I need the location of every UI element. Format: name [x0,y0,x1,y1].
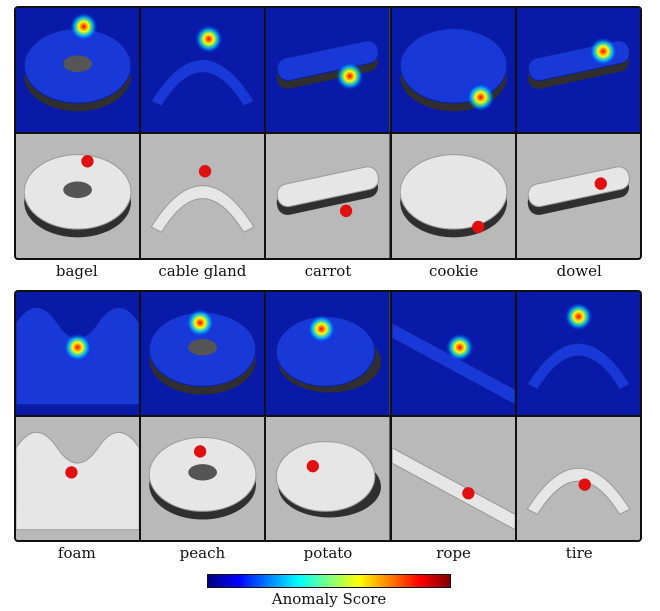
bottom-panel [14,290,642,542]
top-labels: bagel cable gland carrot cookie dowel [14,262,642,280]
anomaly-heatmap-image [16,8,140,132]
object-label: carrot [304,262,352,280]
object-label: peach [179,544,226,562]
point-cloud-render-image [141,417,265,540]
object-label: rope [436,544,471,562]
point-cloud-render-image [266,134,390,258]
object-label: bagel [55,262,98,280]
anomaly-heatmap-image [516,8,640,132]
point-cloud-render-image [16,134,140,258]
object-label: tire [565,544,593,562]
object-label: dowel [556,262,602,280]
colorbar-label: Anomaly Score [271,590,387,608]
anomaly-heatmap-image [266,8,390,132]
point-cloud-render-image [16,417,140,540]
anomaly-heatmap-image [16,292,140,415]
anomaly-heatmap-image [141,8,265,132]
point-cloud-render-image [516,417,640,540]
anomaly-heatmap-image [516,292,640,415]
anomaly-heatmap-image [141,292,265,415]
anomaly-heatmap-image [391,292,515,415]
point-cloud-render-image [391,417,515,540]
object-label: cookie [428,262,479,280]
point-cloud-render-image [516,134,640,258]
anomaly-heatmap-image [391,8,515,132]
bottom-labels: foam peach potato rope tire [14,544,642,562]
point-cloud-render-image [141,134,265,258]
bottom-image-grid [16,292,640,540]
object-label: potato [303,544,353,562]
colorbar [207,574,451,588]
anomaly-heatmap-image [266,292,390,415]
top-image-grid [16,8,640,258]
object-label: cable gland [158,262,247,280]
point-cloud-render-image [391,134,515,258]
top-panel [14,6,642,260]
object-label: foam [57,544,96,562]
point-cloud-render-image [266,417,390,540]
